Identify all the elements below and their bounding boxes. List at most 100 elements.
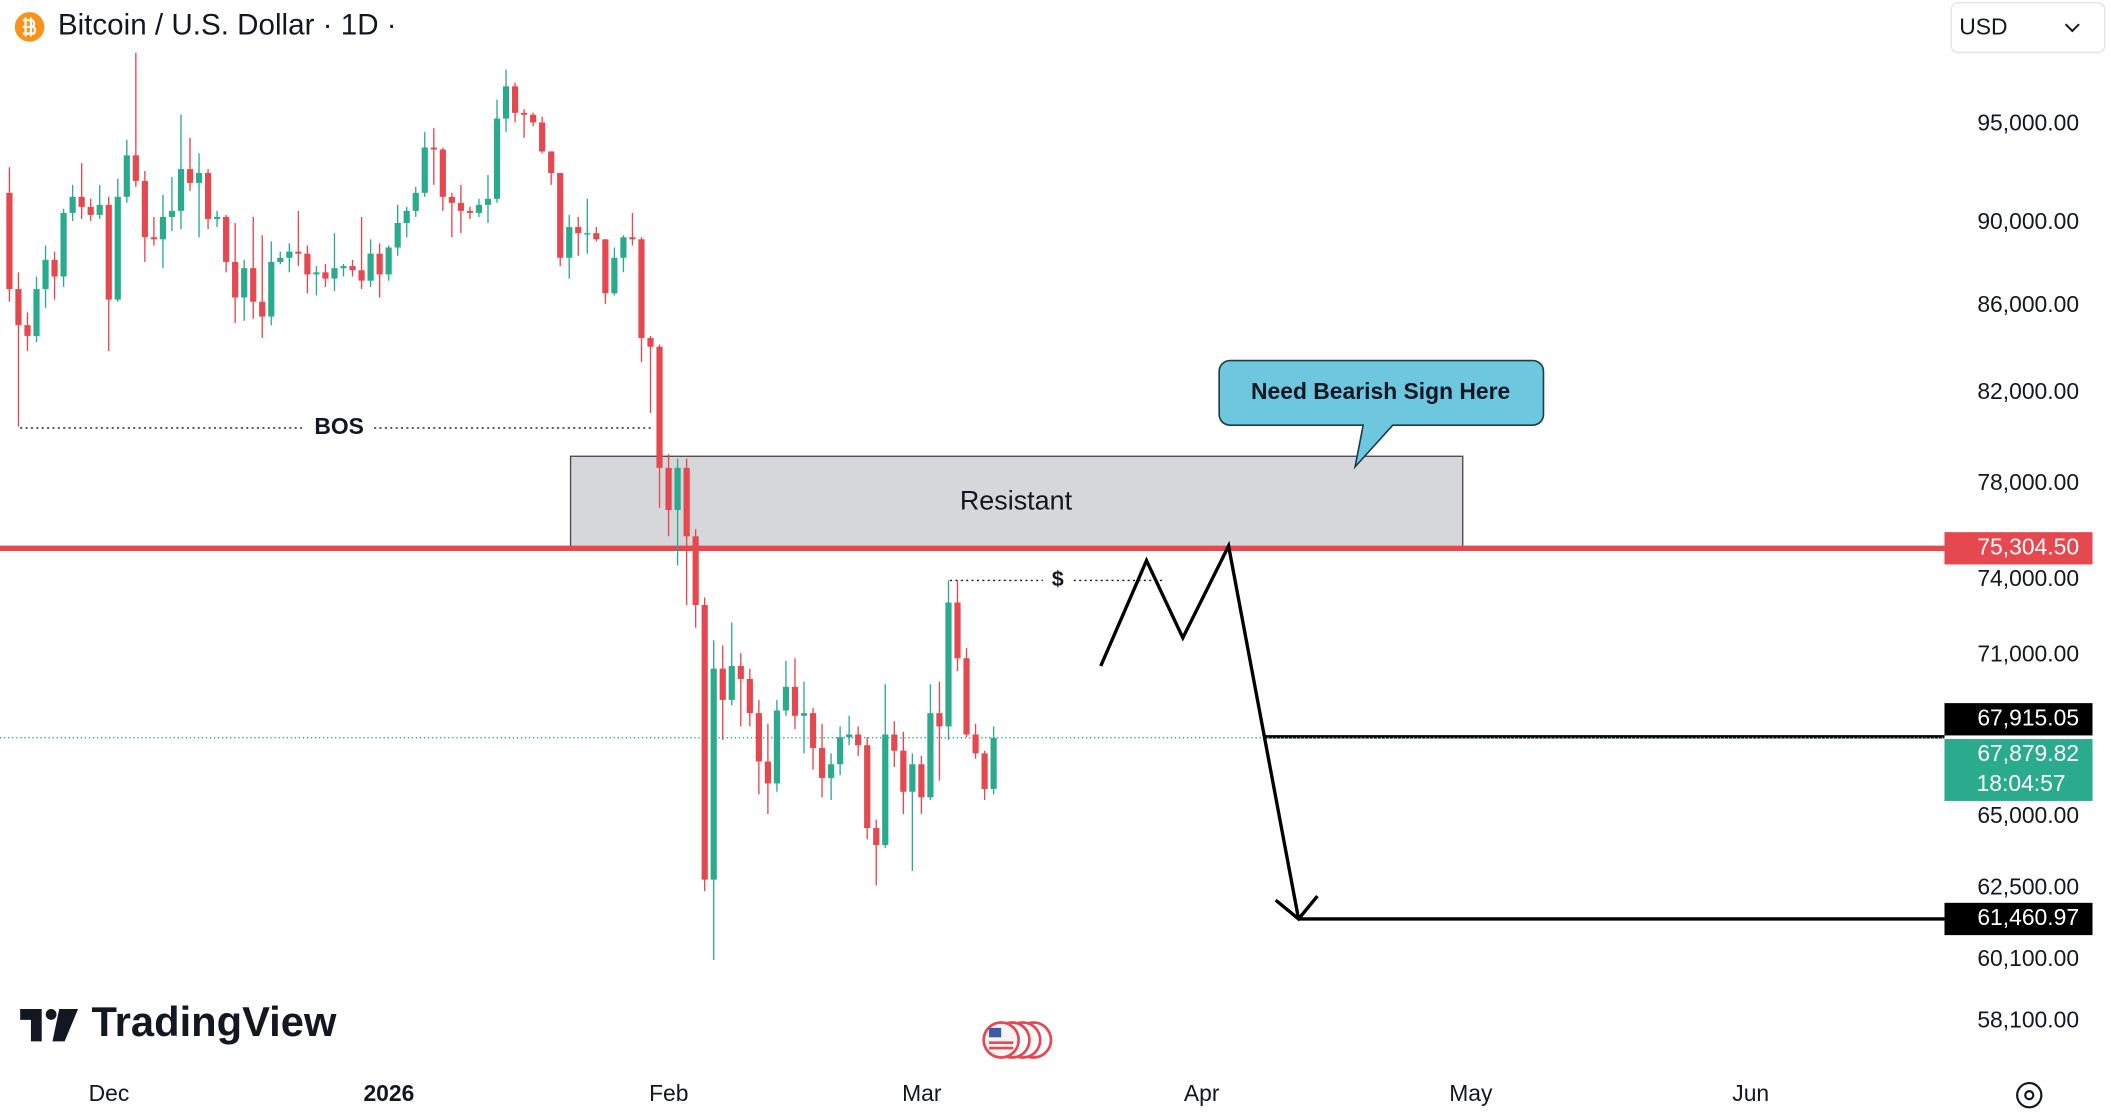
- candle-body: [584, 233, 591, 235]
- candle-body: [864, 745, 871, 829]
- candle-body: [241, 268, 248, 298]
- candle-body: [259, 301, 266, 317]
- candle-body: [782, 686, 790, 711]
- candle-body: [132, 155, 139, 181]
- candle-body: [33, 289, 40, 336]
- candle-body: [629, 237, 636, 240]
- candle-body: [448, 196, 455, 203]
- tv-logo-icon: [20, 1009, 79, 1042]
- btc-glyph: [22, 17, 37, 37]
- candle-body: [394, 223, 401, 248]
- candle-body: [683, 467, 690, 537]
- candle-body: [530, 114, 537, 123]
- candle-body: [322, 272, 329, 279]
- candle-body: [791, 686, 799, 716]
- candle-body: [837, 737, 844, 765]
- candle-body: [177, 169, 185, 211]
- y-tick-label: 78,000.00: [1977, 469, 2079, 495]
- candle-body: [421, 147, 428, 193]
- x-tick-label: Jun: [1732, 1080, 1769, 1106]
- candle-body: [105, 204, 112, 300]
- currency-label[interactable]: USD: [1959, 13, 2007, 39]
- y-tick-label: 90,000.00: [1977, 208, 2079, 234]
- candle-body: [945, 602, 952, 727]
- candle-body: [855, 734, 862, 746]
- candle-body: [656, 346, 663, 468]
- dropdown-arrow[interactable]: [2064, 23, 2080, 33]
- candle-body: [846, 734, 853, 738]
- candle-body: [358, 270, 365, 281]
- price-tag: [1944, 703, 2093, 736]
- candle-body: [195, 173, 203, 183]
- y-tick-label: 86,000.00: [1977, 291, 2079, 317]
- candle-body: [620, 237, 627, 258]
- candle-body: [674, 467, 681, 511]
- candle-body: [24, 325, 31, 336]
- candle-body: [141, 180, 148, 238]
- candle-body: [6, 192, 13, 290]
- candle-body: [313, 272, 320, 275]
- x-tick-label: 2026: [363, 1080, 414, 1106]
- candle-body: [918, 764, 925, 798]
- x-tick-label: Feb: [649, 1080, 688, 1106]
- settings-icon[interactable]: [2016, 1081, 2043, 1109]
- candle-body: [96, 204, 103, 215]
- candle-body: [719, 668, 726, 700]
- projection-arrowhead: [1274, 895, 1319, 922]
- candle-body: [936, 713, 943, 727]
- candle-body: [764, 761, 771, 784]
- candle-body: [809, 713, 817, 748]
- candle-body: [891, 734, 898, 751]
- resistance-label: Resistant: [960, 485, 1073, 515]
- candle-body: [466, 210, 474, 213]
- price-tag-label: 61,460.97: [1977, 904, 2079, 930]
- y-tick-label: 82,000.00: [1977, 378, 2079, 404]
- candle-body: [439, 149, 446, 197]
- candle-body: [954, 602, 961, 659]
- candle-body: [638, 239, 645, 339]
- candle-body: [268, 261, 275, 317]
- y-tick-label: 71,000.00: [1977, 641, 2079, 667]
- candle-body: [511, 86, 519, 113]
- candle-body: [909, 764, 916, 792]
- candle-body: [457, 202, 464, 211]
- candle-body: [566, 227, 573, 258]
- projection-path: [1099, 540, 1301, 920]
- candle-body: [611, 257, 618, 294]
- price-tag: [1944, 739, 2093, 801]
- candle-body: [376, 253, 383, 275]
- candle-body: [602, 239, 609, 294]
- currency-select[interactable]: [1950, 2, 2106, 54]
- candle-body: [493, 118, 501, 199]
- candle-body: [972, 734, 979, 754]
- candle-body: [87, 206, 94, 215]
- candle-body: [69, 196, 76, 213]
- candle-body: [60, 212, 67, 277]
- candle-body: [186, 169, 194, 183]
- candle-body: [51, 259, 58, 277]
- candle-body: [692, 536, 699, 606]
- y-tick-label: 65,000.00: [1977, 802, 2079, 828]
- candle-body: [665, 467, 672, 511]
- candle-body: [981, 753, 988, 789]
- logo-text: TradingView: [92, 998, 337, 1045]
- candle-body: [232, 261, 239, 298]
- candle-body: [728, 666, 735, 700]
- candle-body: [502, 86, 510, 119]
- x-tick-label: May: [1449, 1080, 1493, 1106]
- y-tick-label: 95,000.00: [1977, 109, 2079, 135]
- candle-body: [818, 747, 826, 778]
- candle-body: [701, 605, 708, 880]
- candle-body: [755, 713, 762, 762]
- candle-body: [367, 253, 374, 281]
- x-tick-label: Apr: [1184, 1080, 1220, 1106]
- liquidity-label: $: [1052, 567, 1064, 591]
- candle-body: [168, 210, 176, 217]
- x-tick-label: Mar: [902, 1080, 942, 1106]
- candle-body: [647, 338, 654, 347]
- callout-text: Need Bearish Sign Here: [1251, 378, 1510, 404]
- candle-body: [114, 196, 121, 300]
- x-tick-label: Dec: [89, 1080, 130, 1106]
- candle-body: [521, 112, 528, 115]
